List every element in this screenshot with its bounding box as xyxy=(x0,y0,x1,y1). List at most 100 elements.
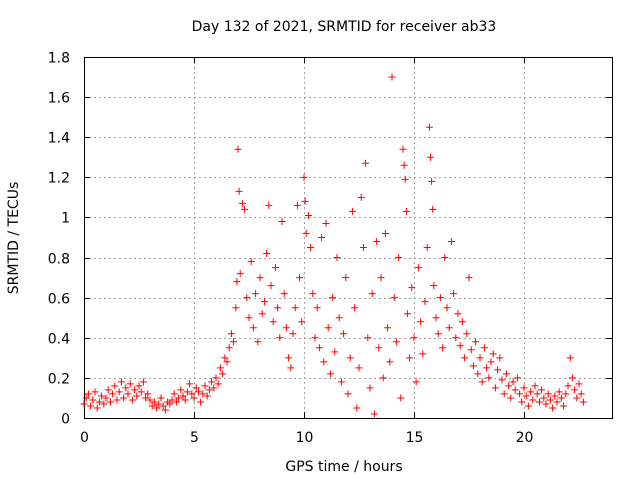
data-point xyxy=(230,338,238,346)
data-point xyxy=(414,264,422,272)
data-point xyxy=(474,370,482,378)
data-point xyxy=(560,402,568,410)
data-point xyxy=(575,380,583,388)
data-point xyxy=(454,310,462,318)
data-point xyxy=(95,398,103,406)
data-point xyxy=(232,304,240,312)
data-point xyxy=(370,410,378,418)
data-point xyxy=(243,294,251,302)
data-point xyxy=(205,386,213,394)
data-point xyxy=(579,398,587,406)
data-point xyxy=(300,173,308,181)
data-point xyxy=(434,330,442,338)
data-point xyxy=(423,244,431,252)
data-point xyxy=(522,392,530,400)
y-tick-label: 0 xyxy=(61,412,70,428)
data-point xyxy=(131,386,139,394)
data-point xyxy=(285,354,293,362)
data-point xyxy=(566,354,574,362)
y-tick-label: 0.2 xyxy=(48,372,70,388)
data-point xyxy=(192,384,200,392)
data-point xyxy=(529,396,537,404)
data-point xyxy=(287,364,295,372)
data-point xyxy=(538,386,546,394)
data-point xyxy=(531,382,539,390)
data-point xyxy=(208,378,216,386)
data-point xyxy=(133,392,141,400)
data-point xyxy=(450,290,458,298)
data-point xyxy=(401,175,409,183)
data-point xyxy=(386,358,394,366)
data-point xyxy=(102,394,110,402)
data-point xyxy=(80,400,88,408)
plot-frame xyxy=(84,57,613,419)
data-point xyxy=(221,354,229,362)
data-point xyxy=(201,382,209,390)
data-point xyxy=(439,344,447,352)
data-point xyxy=(402,207,410,215)
data-point xyxy=(346,354,354,362)
data-point xyxy=(216,364,224,372)
chart-title: Day 132 of 2021, SRMTID for receiver ab3… xyxy=(192,19,497,35)
data-point xyxy=(223,358,231,366)
data-point xyxy=(507,394,515,402)
data-point xyxy=(384,324,392,332)
data-point xyxy=(98,392,106,400)
data-point xyxy=(390,294,398,302)
data-point xyxy=(109,390,117,398)
data-point xyxy=(527,388,535,396)
data-point xyxy=(326,370,334,378)
data-point xyxy=(342,274,350,282)
data-point xyxy=(210,384,218,392)
x-tick-label: 15 xyxy=(406,430,424,446)
data-point xyxy=(106,398,114,406)
data-point xyxy=(247,258,255,266)
data-point xyxy=(324,324,332,332)
data-point xyxy=(315,344,323,352)
data-point xyxy=(139,378,147,386)
data-point xyxy=(513,374,521,382)
data-point xyxy=(476,354,484,362)
data-point xyxy=(282,324,290,332)
data-point xyxy=(335,314,343,322)
data-point xyxy=(540,394,548,402)
data-point xyxy=(212,374,220,382)
data-point xyxy=(546,396,554,404)
data-point xyxy=(168,396,176,404)
data-point xyxy=(245,314,253,322)
data-point xyxy=(366,384,374,392)
data-point xyxy=(301,197,309,205)
data-point xyxy=(467,346,475,354)
data-point xyxy=(93,404,101,412)
data-point xyxy=(219,370,227,378)
data-point xyxy=(199,390,207,398)
data-point xyxy=(318,234,326,241)
data-point xyxy=(322,219,330,227)
data-point xyxy=(379,374,387,382)
data-point xyxy=(111,382,119,390)
x-tick-label: 5 xyxy=(190,430,199,446)
data-point xyxy=(483,364,491,372)
data-point xyxy=(236,270,244,278)
data-point xyxy=(441,254,449,262)
data-point xyxy=(447,238,455,246)
data-point xyxy=(146,396,154,404)
data-point xyxy=(392,338,400,346)
data-point xyxy=(82,394,90,402)
y-axis-label: SRMTID / TECUs xyxy=(6,182,22,295)
data-point xyxy=(472,338,480,346)
data-point xyxy=(225,344,233,352)
data-point xyxy=(400,161,408,169)
data-point xyxy=(104,386,112,394)
data-point xyxy=(181,396,189,404)
data-point xyxy=(260,298,268,306)
y-tick-label: 1.2 xyxy=(48,171,70,187)
data-point xyxy=(542,400,550,408)
data-point xyxy=(256,274,264,282)
data-point xyxy=(175,394,183,402)
data-point xyxy=(333,254,341,262)
data-point xyxy=(137,388,145,396)
data-point xyxy=(368,290,376,298)
x-tick-label: 10 xyxy=(296,430,314,446)
data-point xyxy=(117,378,125,386)
